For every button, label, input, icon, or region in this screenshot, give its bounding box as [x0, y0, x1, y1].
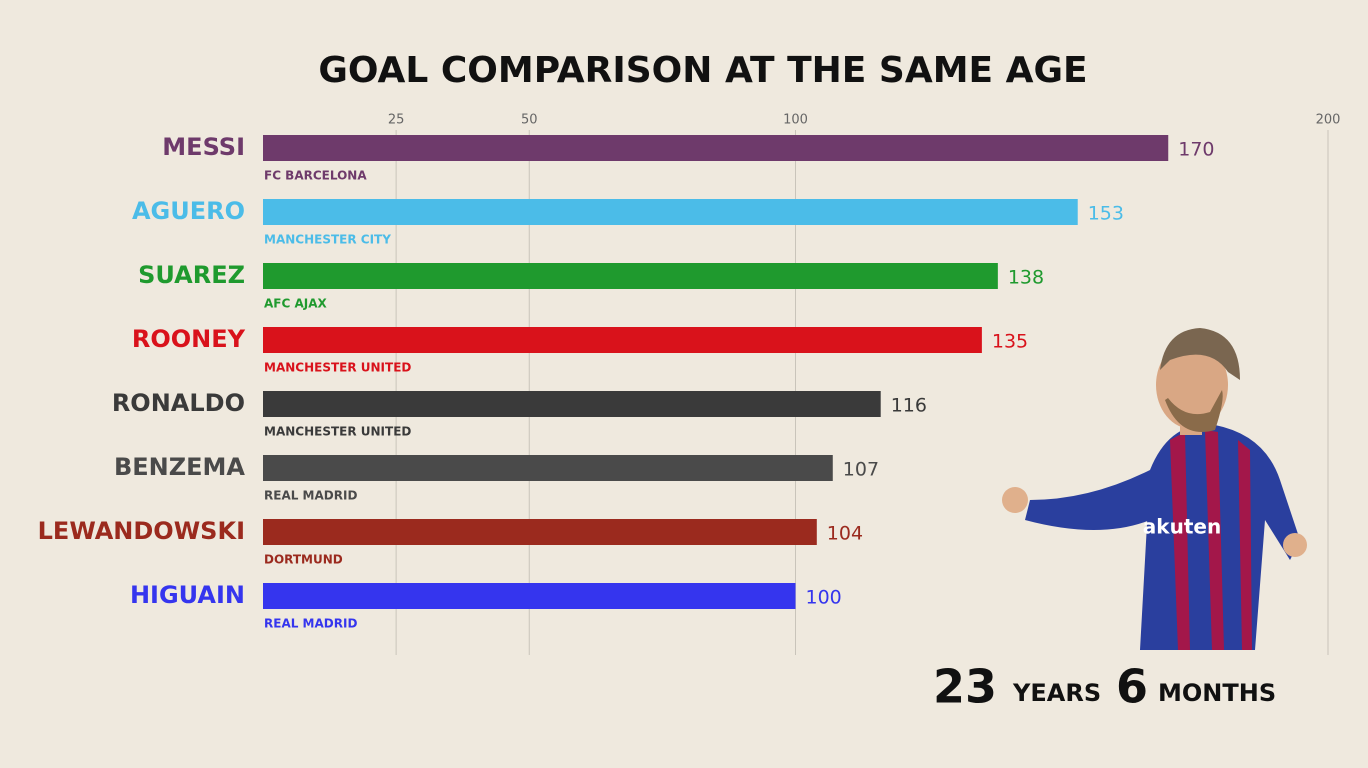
- age-years-label: YEARS: [1012, 679, 1101, 707]
- category-label: ROONEY: [132, 325, 246, 353]
- club-label: REAL MADRID: [264, 489, 357, 503]
- bar: [263, 327, 982, 353]
- bar: [263, 135, 1169, 161]
- club-label: FC BARCELONA: [264, 169, 367, 183]
- category-label: HIGUAIN: [130, 581, 245, 609]
- category-label: AGUERO: [132, 197, 245, 225]
- bar: [263, 455, 833, 481]
- value-label: 104: [827, 523, 863, 545]
- chart-title: GOAL COMPARISON AT THE SAME AGE: [318, 50, 1087, 91]
- bar: [263, 263, 998, 289]
- age-months: 6: [1116, 660, 1148, 714]
- age-years: 23: [933, 660, 997, 714]
- x-tick-label: 200: [1316, 113, 1341, 128]
- bar: [263, 391, 881, 417]
- bar: [263, 583, 796, 609]
- value-label: 107: [843, 459, 879, 481]
- x-tick-label: 50: [521, 113, 538, 128]
- value-label: 138: [1008, 267, 1044, 289]
- club-label: REAL MADRID: [264, 617, 357, 631]
- category-label: RONALDO: [112, 389, 245, 417]
- value-label: 116: [891, 395, 927, 417]
- x-tick-label: 100: [783, 113, 808, 128]
- value-label: 170: [1178, 139, 1214, 161]
- value-label: 100: [806, 587, 842, 609]
- club-label: MANCHESTER UNITED: [264, 425, 411, 439]
- category-label: LEWANDOWSKI: [38, 517, 245, 545]
- club-label: MANCHESTER UNITED: [264, 361, 411, 375]
- bar: [263, 199, 1078, 225]
- x-tick-label: 25: [388, 113, 405, 128]
- club-label: DORTMUND: [264, 553, 343, 567]
- category-label: MESSI: [162, 133, 245, 161]
- category-label: SUAREZ: [138, 261, 245, 289]
- svg-text:akuten: akuten: [1143, 515, 1221, 539]
- club-label: MANCHESTER CITY: [264, 233, 391, 247]
- value-label: 135: [992, 331, 1028, 353]
- player-photo: akuten: [1002, 328, 1307, 650]
- value-label: 153: [1088, 203, 1124, 225]
- bar: [263, 519, 817, 545]
- category-label: BENZEMA: [114, 453, 245, 481]
- age-months-label: MONTHS: [1158, 679, 1276, 707]
- club-label: AFC AJAX: [264, 297, 328, 311]
